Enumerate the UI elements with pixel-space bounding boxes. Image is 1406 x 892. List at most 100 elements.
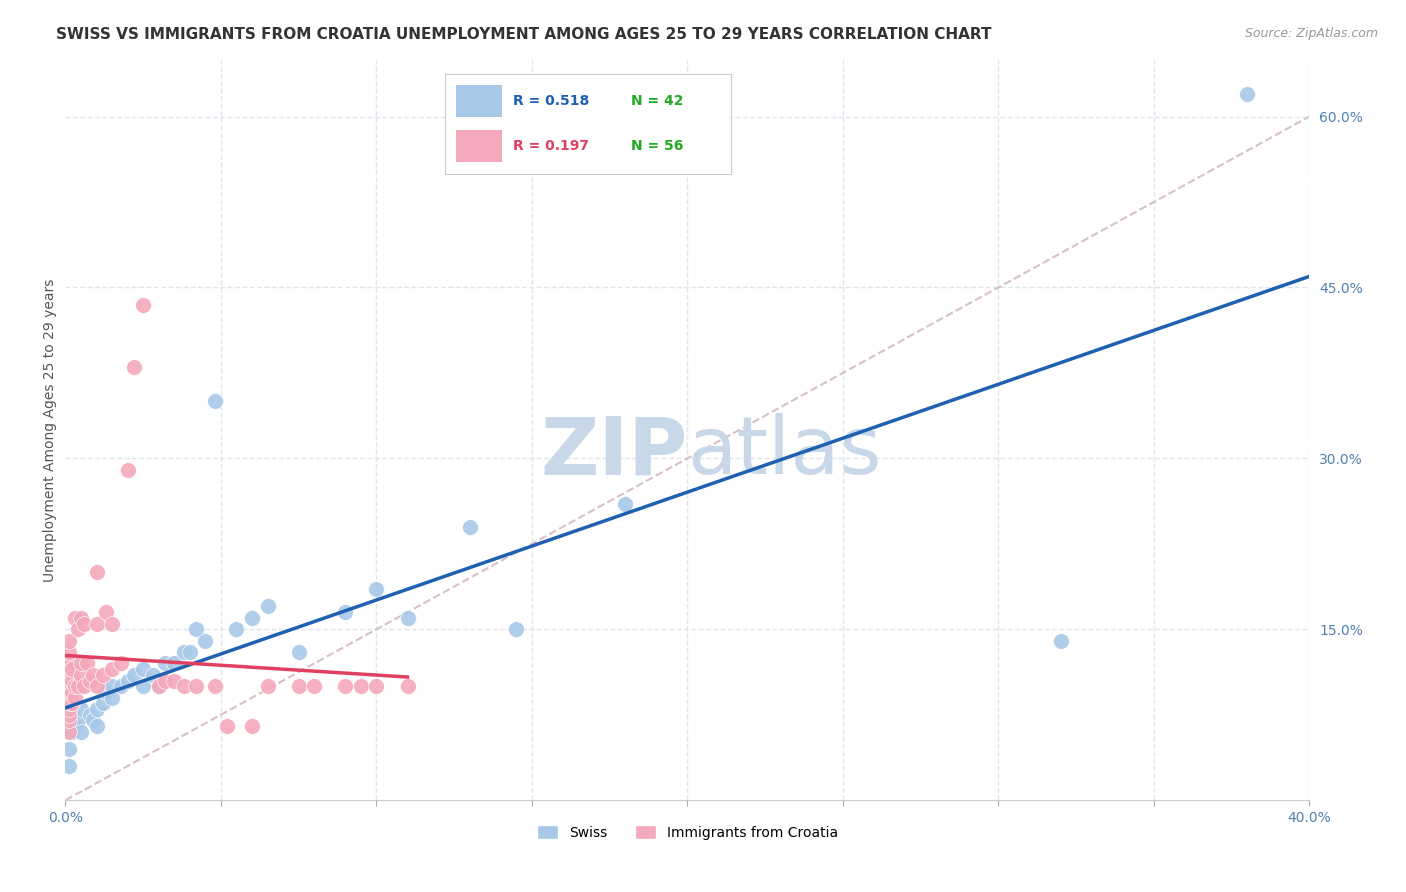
Point xyxy=(86,616,108,631)
Point xyxy=(256,599,278,614)
Point xyxy=(58,679,80,693)
Point xyxy=(63,719,86,733)
Point xyxy=(60,662,83,676)
Point xyxy=(101,662,124,676)
Point xyxy=(141,668,163,682)
Point xyxy=(117,463,139,477)
Point xyxy=(217,719,239,733)
Point xyxy=(60,673,83,688)
Point xyxy=(58,702,80,716)
Point xyxy=(70,657,93,671)
Point xyxy=(91,668,114,682)
Text: ZIP: ZIP xyxy=(540,413,688,491)
Point xyxy=(66,714,89,728)
Point xyxy=(76,657,98,671)
Text: SWISS VS IMMIGRANTS FROM CROATIA UNEMPLOYMENT AMONG AGES 25 TO 29 YEARS CORRELAT: SWISS VS IMMIGRANTS FROM CROATIA UNEMPLO… xyxy=(56,27,991,42)
Point xyxy=(148,679,170,693)
Point xyxy=(58,742,80,756)
Point xyxy=(58,690,80,705)
Point xyxy=(302,679,325,693)
Point xyxy=(163,673,186,688)
Point xyxy=(73,616,96,631)
Point xyxy=(153,673,176,688)
Y-axis label: Unemployment Among Ages 25 to 29 years: Unemployment Among Ages 25 to 29 years xyxy=(44,278,58,582)
Point xyxy=(117,673,139,688)
Point xyxy=(63,690,86,705)
Point xyxy=(58,668,80,682)
Point xyxy=(58,685,80,699)
Point xyxy=(366,582,388,597)
Point xyxy=(101,616,124,631)
Point xyxy=(60,724,83,739)
Point xyxy=(240,611,263,625)
Point xyxy=(287,645,309,659)
Point xyxy=(79,673,101,688)
Point xyxy=(58,724,80,739)
Point xyxy=(148,679,170,693)
Point xyxy=(66,622,89,636)
Point xyxy=(184,622,207,636)
Point xyxy=(70,724,93,739)
Point xyxy=(132,662,155,676)
Point xyxy=(335,605,357,619)
Point xyxy=(63,611,86,625)
Point xyxy=(101,690,124,705)
Text: atlas: atlas xyxy=(688,413,882,491)
Point xyxy=(194,633,217,648)
Point xyxy=(132,297,155,311)
Point xyxy=(256,679,278,693)
Point xyxy=(122,360,145,375)
Point xyxy=(58,759,80,773)
Point xyxy=(86,566,108,580)
Point xyxy=(86,702,108,716)
Point xyxy=(58,657,80,671)
Point xyxy=(163,657,186,671)
Point xyxy=(505,622,527,636)
Point xyxy=(458,520,481,534)
Point xyxy=(66,679,89,693)
Point xyxy=(58,645,80,659)
Point xyxy=(91,696,114,710)
Point xyxy=(70,611,93,625)
Point xyxy=(179,645,201,659)
Point xyxy=(240,719,263,733)
Point xyxy=(122,668,145,682)
Point xyxy=(287,679,309,693)
Point xyxy=(86,719,108,733)
Legend: Swiss, Immigrants from Croatia: Swiss, Immigrants from Croatia xyxy=(531,819,844,845)
Point xyxy=(86,679,108,693)
Point xyxy=(58,714,80,728)
Point xyxy=(184,679,207,693)
Point xyxy=(94,605,117,619)
Point xyxy=(173,645,195,659)
Text: Source: ZipAtlas.com: Source: ZipAtlas.com xyxy=(1244,27,1378,40)
Point xyxy=(132,679,155,693)
Point xyxy=(60,696,83,710)
Point xyxy=(60,685,83,699)
Point xyxy=(396,611,419,625)
Point xyxy=(1236,87,1258,101)
Point xyxy=(153,657,176,671)
Point xyxy=(1049,633,1071,648)
Point xyxy=(614,497,637,511)
Point xyxy=(110,679,132,693)
Point xyxy=(110,657,132,671)
Point xyxy=(70,668,93,682)
Point xyxy=(350,679,373,693)
Point xyxy=(225,622,247,636)
Point xyxy=(58,673,80,688)
Point xyxy=(204,679,226,693)
Point xyxy=(79,707,101,722)
Point xyxy=(173,679,195,693)
Point xyxy=(70,702,93,716)
Point xyxy=(82,714,104,728)
Point xyxy=(366,679,388,693)
Point xyxy=(60,707,83,722)
Point xyxy=(82,668,104,682)
Point xyxy=(58,633,80,648)
Point xyxy=(396,679,419,693)
Point xyxy=(58,707,80,722)
Point xyxy=(58,696,80,710)
Point xyxy=(335,679,357,693)
Point xyxy=(94,685,117,699)
